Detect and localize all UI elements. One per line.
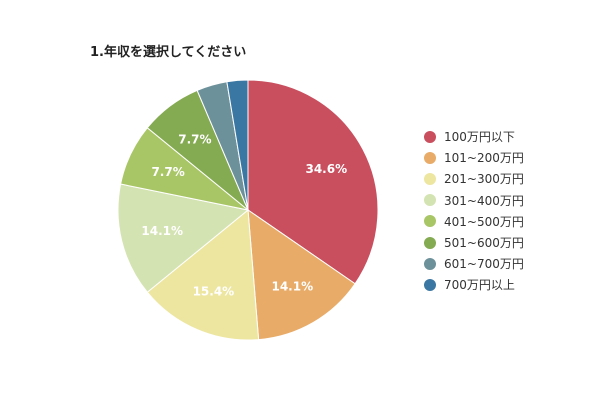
legend-item-8[interactable]: 700万円以上: [424, 274, 524, 295]
pie-slice-3: [146, 209, 260, 341]
legend: 100万円以下 101~200万円 201~300万円 301~400万円 401~50…: [424, 126, 524, 296]
legend-item-4[interactable]: 301~400万円: [424, 190, 524, 211]
pie-slice-8: [226, 79, 249, 211]
data-label-3: 15.4%: [193, 284, 235, 298]
legend-item-2[interactable]: 101~200万円: [424, 147, 524, 168]
legend-swatch: [424, 130, 436, 143]
chart-title: 1.年収を選択してください: [90, 45, 247, 60]
legend-label: 700万円以上: [444, 278, 515, 293]
data-label-4: 14.1%: [141, 224, 183, 238]
legend-swatch: [424, 278, 436, 291]
legend-label: 301~400万円: [444, 193, 524, 208]
legend-item-7[interactable]: 601~700万円: [424, 253, 524, 274]
legend-swatch: [424, 257, 436, 270]
legend-swatch: [424, 215, 436, 228]
legend-item-1[interactable]: 100万円以下: [424, 126, 524, 147]
pie-slice-4: [117, 183, 250, 293]
legend-label: 100万円以下: [444, 130, 515, 145]
legend-item-5[interactable]: 401~500万円: [424, 211, 524, 232]
pie-slice-2: [247, 208, 356, 341]
legend-label: 101~200万円: [444, 151, 524, 166]
data-label-6: 7.7%: [178, 132, 211, 146]
legend-label: 501~600万円: [444, 236, 524, 251]
data-label-5: 7.7%: [151, 165, 184, 179]
legend-swatch: [424, 151, 436, 164]
pie-slice-1: [247, 79, 379, 285]
legend-swatch: [424, 172, 436, 185]
legend-item-3[interactable]: 201~300万円: [424, 168, 524, 189]
data-label-1: 34.6%: [305, 162, 347, 176]
data-label-2: 14.1%: [271, 280, 313, 294]
legend-label: 401~500万円: [444, 214, 524, 229]
legend-swatch: [424, 236, 436, 249]
legend-label: 201~300万円: [444, 172, 524, 187]
legend-swatch: [424, 194, 436, 207]
legend-item-6[interactable]: 501~600万円: [424, 232, 524, 253]
legend-label: 601~700万円: [444, 257, 524, 272]
